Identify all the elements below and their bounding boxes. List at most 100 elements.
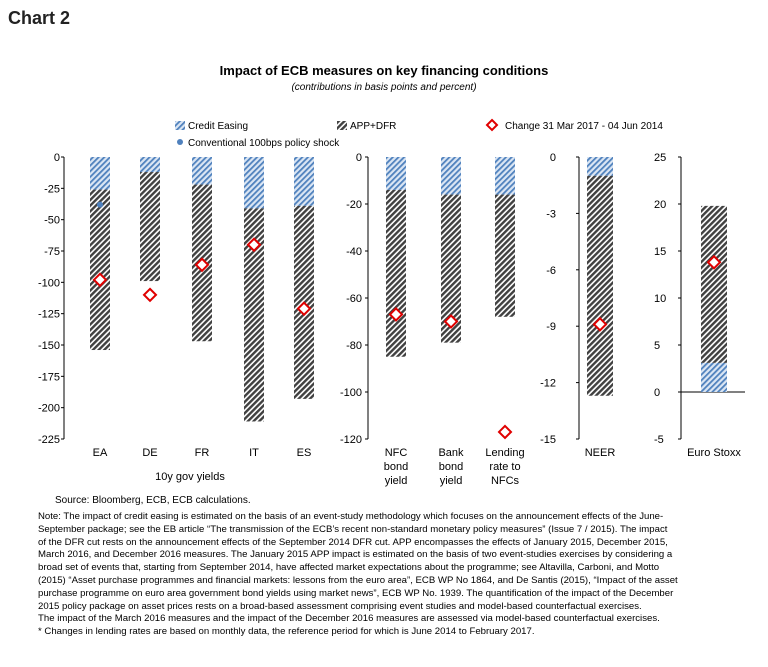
y-tick-label: -200: [38, 403, 60, 415]
y-tick-label: 20: [654, 199, 666, 211]
bar-credit-easing: [441, 157, 461, 195]
legend-change-marker: [485, 118, 499, 132]
y-tick-label: -175: [38, 371, 60, 383]
bar-credit-easing: [386, 157, 406, 190]
x-tick-label: Lending rate to NFCs: [485, 447, 524, 487]
marker-change: [497, 424, 513, 440]
marker-change: [246, 237, 262, 253]
x-tick-label-line: Bank: [438, 447, 464, 459]
x-tick-label-line: NFC: [385, 447, 408, 459]
marker-change: [142, 287, 158, 303]
footnote-line: broad set of events that, starting from …: [38, 562, 660, 574]
x-tick-label: DE: [142, 447, 157, 459]
bar-app-dfr: [244, 208, 264, 422]
bar-app-dfr: [587, 175, 613, 396]
footnote-line: March 2016, and December 2016 measures. …: [38, 549, 673, 561]
y-tick-label: -120: [340, 434, 362, 446]
x-tick-label: IT: [249, 447, 259, 459]
footnote-line: purchase programme on euro area governme…: [38, 587, 674, 599]
marker-change: [296, 301, 312, 317]
source-note: Source: Bloomberg, ECB, ECB calculations…: [55, 495, 251, 506]
y-tick-label: -80: [346, 340, 362, 352]
legend-conventional-label: Conventional 100bps policy shock: [188, 138, 340, 149]
x-tick-label: NFC bond yield: [384, 447, 408, 487]
bar-app-dfr: [495, 194, 515, 317]
x-tick-label-line: yield: [440, 475, 463, 487]
y-tick-label: 0: [54, 152, 60, 164]
y-tick-label: -225: [38, 434, 60, 446]
bar-app-dfr: [140, 172, 160, 282]
chart-subtitle: (contributions in basis points and perce…: [291, 82, 477, 93]
legend-app-dfr-swatch: [337, 121, 347, 130]
y-tick-label: -20: [346, 199, 362, 211]
y-tick-label: -125: [38, 309, 60, 321]
x-tick-label-line: rate to: [489, 461, 520, 473]
bar-app-dfr: [386, 189, 406, 357]
marker-change: [92, 272, 108, 288]
x-tick-label-line: bond: [439, 461, 463, 473]
legend-credit-easing-swatch: [175, 121, 185, 130]
y-tick-label: -60: [346, 293, 362, 305]
bar-credit-easing: [294, 157, 314, 206]
footnote: Note: The impact of credit easing is est…: [38, 511, 750, 639]
y-tick-label: 0: [550, 152, 556, 164]
x-group-label: 10y gov yields: [155, 471, 225, 483]
y-tick-label: -50: [44, 215, 60, 227]
footnote-line: * Changes in lending rates are based on …: [38, 626, 535, 638]
footnote-line: 2015 policy package on asset prices rest…: [38, 600, 642, 612]
bar-app-dfr: [441, 194, 461, 343]
footnote-line: September package; see the EB article “T…: [38, 523, 668, 535]
legend-credit-easing-label: Credit Easing: [188, 121, 248, 132]
bar-app-dfr: [701, 205, 727, 363]
footnote-line: Note: The impact of credit easing is est…: [38, 511, 664, 522]
y-tick-label: -9: [546, 321, 556, 333]
bar-app-dfr: [90, 189, 110, 351]
y-tick-label: 10: [654, 293, 666, 305]
chart-title: Impact of ECB measures on key financing …: [219, 63, 549, 78]
marker-change: [592, 316, 608, 332]
y-tick-label: -12: [540, 378, 556, 390]
footnote-line: of the DFR cut rests on the announcement…: [38, 536, 668, 548]
footnote-line: The impact of the March 2016 measures an…: [38, 613, 660, 625]
y-tick-label: 15: [654, 246, 666, 258]
x-tick-label: Bank bond yield: [438, 447, 464, 487]
bar-credit-easing: [587, 157, 613, 176]
y-tick-label: -75: [44, 246, 60, 258]
marker-change: [194, 257, 210, 273]
x-tick-label-line: Lending: [485, 447, 524, 459]
chart-heading: Chart 2: [8, 8, 71, 28]
x-tick-label: ES: [297, 447, 312, 459]
bar-credit-easing: [140, 157, 160, 173]
bar-credit-easing: [192, 157, 212, 185]
y-tick-label: -100: [340, 387, 362, 399]
x-tick-label-line: NFCs: [491, 475, 520, 487]
y-tick-label: 5: [654, 340, 660, 352]
y-tick-label: 25: [654, 152, 666, 164]
y-tick-label: -100: [38, 277, 60, 289]
bar-credit-easing: [495, 157, 515, 195]
y-tick-label: -40: [346, 246, 362, 258]
y-tick-label: -3: [546, 208, 556, 220]
marker-change: [706, 254, 722, 270]
y-tick-label: -6: [546, 265, 556, 277]
legend-app-dfr-label: APP+DFR: [350, 121, 396, 132]
bar-credit-easing: [701, 362, 727, 392]
marker-conventional: [97, 201, 103, 208]
marker-change: [388, 307, 404, 322]
legend: Credit Easing APP+DFR Change 31 Mar 2017…: [175, 118, 663, 149]
bar-credit-easing: [244, 157, 264, 209]
y-tick-label: 0: [654, 387, 660, 399]
y-tick-label: 0: [356, 152, 362, 164]
x-tick-label: Euro Stoxx: [687, 447, 741, 459]
chart-area: Credit Easing APP+DFR Change 31 Mar 2017…: [38, 118, 745, 487]
y-tick-label: -150: [38, 340, 60, 352]
footnote-line: (2015) “Asset purchase programmes and fi…: [38, 574, 678, 586]
marker-change: [443, 314, 459, 329]
y-tick-label: -25: [44, 183, 60, 195]
y-tick-label: -5: [654, 434, 664, 446]
x-tick-label: FR: [195, 447, 210, 459]
y-tick-label: -15: [540, 434, 556, 446]
x-tick-label-line: bond: [384, 461, 408, 473]
x-tick-label-line: yield: [385, 475, 408, 487]
